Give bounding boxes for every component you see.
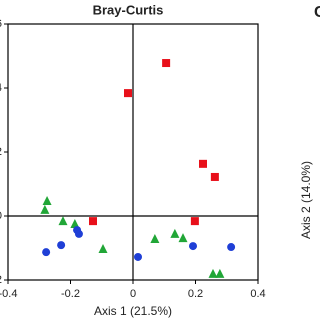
y-tick-label: 0.6 [0, 18, 2, 30]
panel-label: C [314, 4, 320, 21]
point [170, 228, 180, 238]
point [58, 216, 68, 226]
point [190, 217, 199, 226]
x-tick-label: -0.4 [0, 288, 17, 300]
point [227, 243, 236, 252]
x-tick-label: 0.4 [250, 288, 265, 300]
point [162, 59, 171, 68]
point [189, 242, 197, 251]
point [40, 204, 50, 214]
x-tick-label: -0.2 [61, 288, 80, 300]
x-axis-label: Axis 1 (21.5%) [94, 304, 172, 318]
point [74, 229, 83, 238]
point [98, 243, 108, 253]
y-tick-label: -0.2 [0, 274, 2, 286]
y-tick-label: 0 [0, 210, 2, 222]
point [199, 159, 207, 168]
point [42, 248, 51, 257]
x-tick-label: 0 [130, 288, 136, 300]
y-tick-label: 0.4 [0, 82, 2, 94]
neighbor-y-label: Axis 2 (14.0%) [299, 161, 313, 239]
point [70, 219, 80, 228]
point [150, 234, 160, 244]
y-tick-label: 0.2 [0, 146, 2, 158]
chart-title: Bray-Curtis [93, 2, 164, 17]
point [42, 195, 52, 205]
point [208, 268, 218, 278]
x-tick-label: 0.2 [188, 288, 203, 300]
point [124, 89, 132, 98]
point [178, 233, 188, 243]
point [215, 268, 225, 278]
point [134, 252, 142, 261]
point [210, 172, 219, 181]
point [89, 217, 97, 226]
point [57, 241, 66, 250]
